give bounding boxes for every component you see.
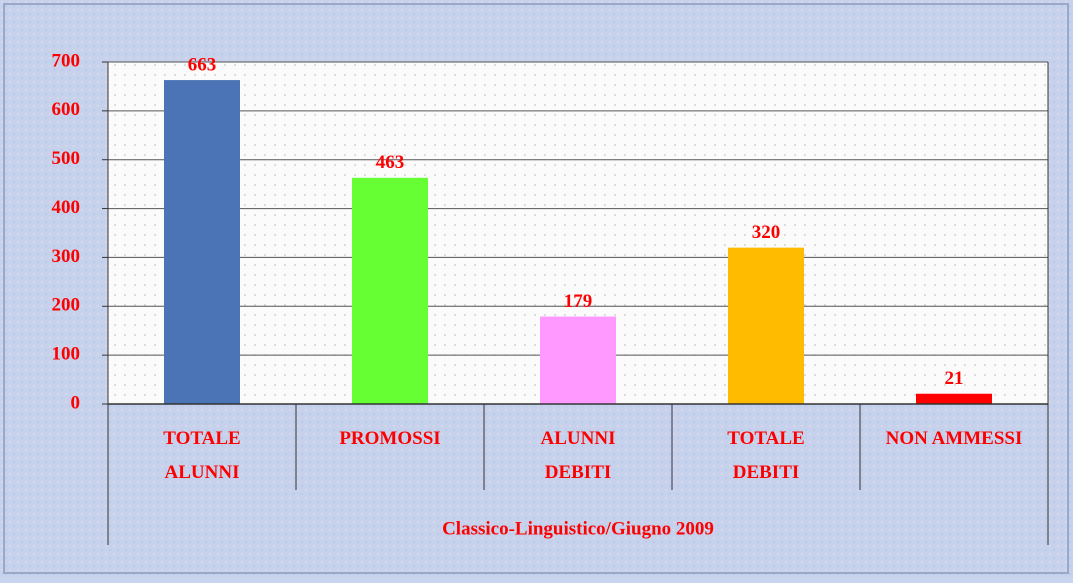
bar (728, 247, 804, 404)
x-tick-label: ALUNNI DEBITI (541, 428, 616, 483)
y-tick-label: 100 (52, 344, 81, 365)
x-tick-label: TOTALE DEBITI (727, 428, 804, 483)
label-line: NON AMMESSI (886, 428, 1023, 449)
bar (164, 80, 240, 404)
y-tick-label: 400 (52, 197, 81, 218)
label-line: PROMOSSI (339, 428, 440, 449)
data-label: 320 (752, 222, 781, 243)
label-line: DEBITI (733, 462, 800, 483)
x-tick-label: NON AMMESSI (886, 428, 1023, 449)
label-line: DEBITI (545, 462, 612, 483)
data-label: 179 (564, 291, 593, 312)
label-line: TOTALE (163, 428, 240, 449)
y-tick-label: 0 (71, 392, 81, 413)
x-tick-label: TOTALE ALUNNI (163, 428, 240, 483)
data-label: 663 (188, 54, 217, 75)
label-line: ALUNNI (165, 462, 240, 483)
y-tick-label: 200 (52, 295, 81, 316)
data-label: 463 (376, 152, 405, 173)
bar (352, 177, 428, 404)
y-tick-label: 500 (52, 148, 81, 169)
x-axis-title: Classico-Linguistico/Giugno 2009 (442, 518, 714, 539)
frame (3, 3, 1069, 574)
y-tick-label: 700 (52, 50, 81, 71)
y-tick-label: 300 (52, 246, 81, 267)
bar (540, 316, 616, 404)
bar (916, 393, 992, 404)
x-tick-label: PROMOSSI (339, 428, 440, 449)
label-line: ALUNNI (541, 428, 616, 449)
data-label: 21 (945, 368, 964, 389)
y-tick-label: 600 (52, 99, 81, 120)
label-line: TOTALE (727, 428, 804, 449)
